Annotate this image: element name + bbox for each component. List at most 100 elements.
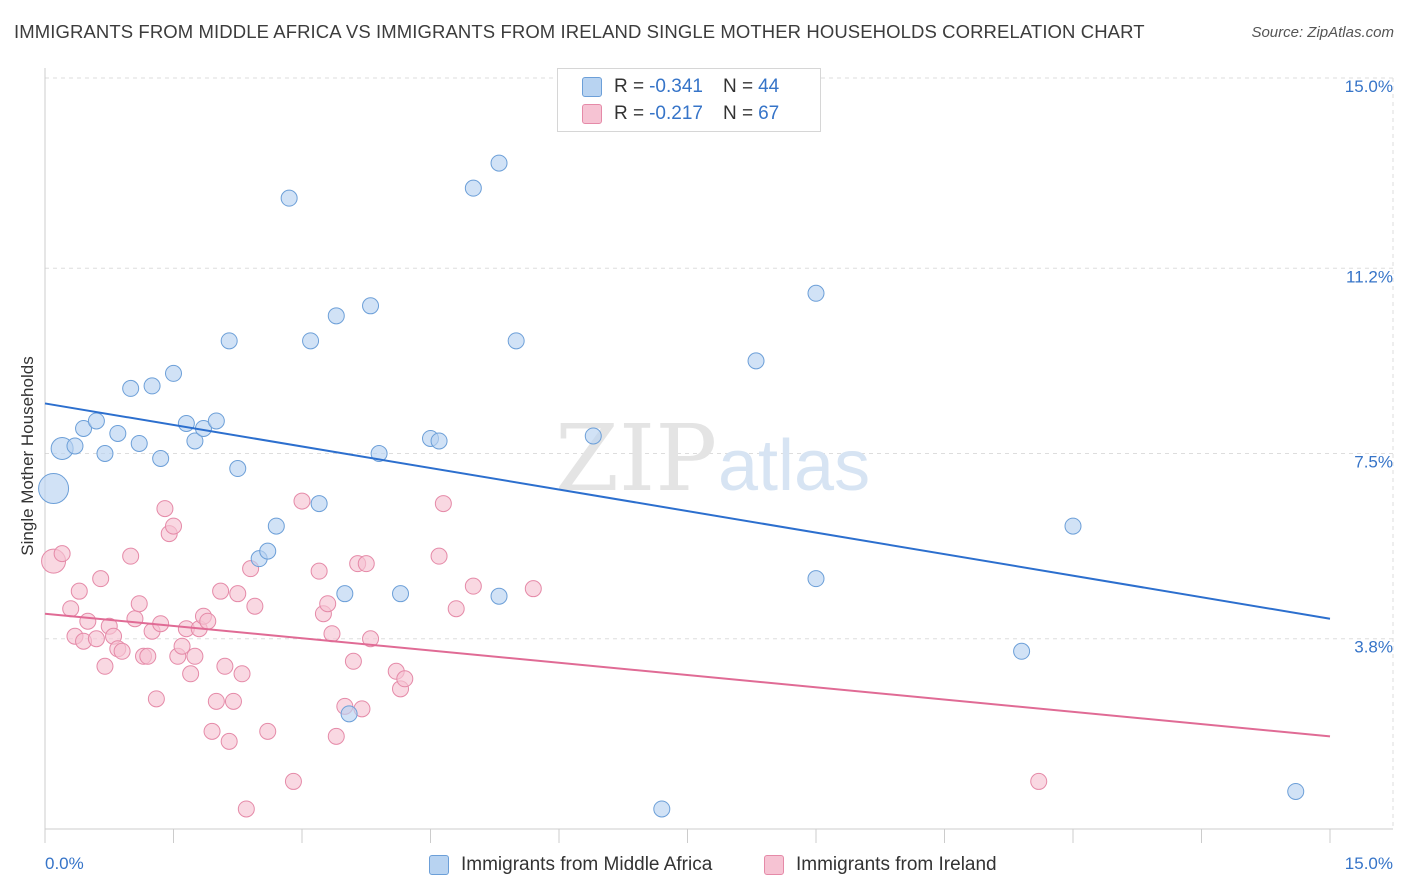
middle-africa-point bbox=[267, 517, 285, 535]
legend-row-middle-africa: R = -0.341 N = 44 bbox=[582, 74, 779, 100]
x-tick-label: 15.0% bbox=[1345, 854, 1393, 873]
middle-africa-point bbox=[370, 445, 388, 462]
ireland-point bbox=[447, 600, 465, 618]
middle-africa-point bbox=[130, 434, 148, 452]
legend-r-label: R = bbox=[614, 103, 645, 124]
chart-title: IMMIGRANTS FROM MIDDLE AFRICA VS IMMIGRA… bbox=[14, 21, 1145, 42]
middle-africa-point bbox=[259, 542, 277, 560]
legend-r-value: -0.341 bbox=[649, 76, 703, 97]
ireland-point bbox=[229, 585, 247, 603]
ireland-point bbox=[87, 630, 105, 648]
middle-africa-point bbox=[1064, 517, 1082, 535]
middle-africa-point bbox=[362, 297, 380, 315]
ireland-point bbox=[70, 582, 88, 600]
ireland-point bbox=[246, 597, 264, 615]
middle-africa-point bbox=[143, 377, 161, 395]
ireland-point bbox=[224, 692, 242, 710]
bottom-legend-ireland: Immigrants from Ireland bbox=[764, 852, 997, 878]
legend-r-label: R = bbox=[614, 76, 645, 97]
legend-swatch-middle-africa bbox=[582, 77, 602, 97]
ireland-point bbox=[212, 582, 230, 600]
ireland-point bbox=[293, 492, 311, 510]
middle-africa-point bbox=[220, 332, 238, 350]
bottom-legend-label-ireland: Immigrants from Ireland bbox=[796, 854, 997, 875]
middle-africa-point bbox=[340, 705, 358, 723]
ireland-point bbox=[344, 652, 362, 670]
ireland-point bbox=[362, 630, 380, 648]
y-tick-label: 15.0% bbox=[1345, 77, 1393, 96]
middle-africa-point bbox=[807, 570, 825, 588]
ireland-point bbox=[216, 657, 234, 675]
y-tick-label: 11.2% bbox=[1346, 267, 1393, 286]
middle-africa-point bbox=[490, 154, 508, 172]
middle-africa-point bbox=[122, 379, 140, 397]
correlation-legend: R = -0.341 N = 44 R = -0.217 N = 67 bbox=[557, 68, 821, 132]
ireland-point bbox=[126, 610, 144, 628]
ireland-point bbox=[122, 547, 140, 565]
watermark-zip: ZIP bbox=[555, 405, 717, 512]
ireland-point bbox=[319, 595, 337, 613]
middle-africa-point bbox=[109, 424, 127, 442]
ireland-point bbox=[182, 665, 200, 683]
ireland-point bbox=[207, 692, 225, 710]
ireland-trend-line bbox=[44, 612, 1331, 738]
ireland-point bbox=[147, 690, 165, 708]
middle-africa-point bbox=[38, 473, 70, 505]
legend-n-label: N = bbox=[722, 103, 754, 124]
bottom-legend-swatch-middle-africa bbox=[429, 855, 449, 875]
ireland-point bbox=[396, 670, 414, 688]
ireland-point bbox=[220, 732, 238, 750]
middle-africa-point bbox=[747, 352, 765, 370]
legend-n-label: N = bbox=[722, 76, 754, 97]
ireland-point bbox=[79, 612, 97, 630]
trend-lines bbox=[44, 402, 1331, 738]
middle-africa-point bbox=[75, 419, 93, 437]
legend-n-value: 44 bbox=[758, 76, 780, 97]
middle-africa-point bbox=[87, 412, 105, 430]
ireland-point bbox=[464, 577, 482, 595]
middle-africa-point bbox=[464, 179, 482, 197]
ireland-point bbox=[156, 500, 174, 518]
y-tick-label: 3.8% bbox=[1354, 638, 1393, 657]
bottom-legend-swatch-ireland bbox=[764, 855, 784, 875]
middle-africa-point bbox=[1013, 642, 1031, 660]
ireland-point bbox=[139, 647, 157, 665]
ireland-point bbox=[237, 800, 255, 818]
middle-africa-point bbox=[207, 412, 225, 430]
middle-africa-point bbox=[1287, 782, 1305, 800]
middle-africa-point bbox=[584, 427, 602, 445]
middle-africa-point bbox=[96, 445, 114, 462]
middle-africa-point bbox=[280, 189, 298, 207]
middle-africa-point bbox=[392, 585, 410, 603]
legend-n-value: 67 bbox=[758, 103, 780, 124]
ireland-point bbox=[430, 547, 448, 565]
ireland-point bbox=[323, 625, 341, 643]
middle-africa-point bbox=[66, 437, 84, 455]
ireland-point bbox=[199, 612, 217, 630]
ireland-point bbox=[357, 555, 375, 573]
ireland-point bbox=[284, 772, 302, 790]
middle-africa-point bbox=[229, 460, 247, 478]
ireland-point bbox=[165, 517, 182, 535]
y-axis-label: Single Mother Households bbox=[18, 356, 37, 556]
axes bbox=[44, 68, 1393, 843]
x-tick-label: 0.0% bbox=[45, 854, 84, 873]
series-middle-africa-points bbox=[38, 154, 1305, 818]
middle-africa-point bbox=[302, 332, 320, 350]
middle-africa-point bbox=[430, 432, 448, 450]
ireland-point bbox=[186, 647, 204, 665]
middle-africa-point bbox=[152, 450, 170, 468]
middle-africa-point bbox=[310, 495, 328, 513]
ireland-point bbox=[434, 495, 452, 513]
legend-r-value: -0.217 bbox=[649, 103, 703, 124]
ireland-point bbox=[203, 722, 221, 740]
y-tick-label: 7.5% bbox=[1354, 453, 1393, 472]
ireland-point bbox=[130, 595, 148, 613]
series-ireland-points bbox=[41, 492, 1048, 818]
ireland-point bbox=[1030, 772, 1048, 790]
legend-swatch-ireland bbox=[582, 104, 602, 124]
bottom-legend-middle-africa: Immigrants from Middle Africa bbox=[429, 852, 712, 878]
middle-africa-point bbox=[186, 432, 204, 450]
middle-africa-point bbox=[490, 587, 508, 605]
